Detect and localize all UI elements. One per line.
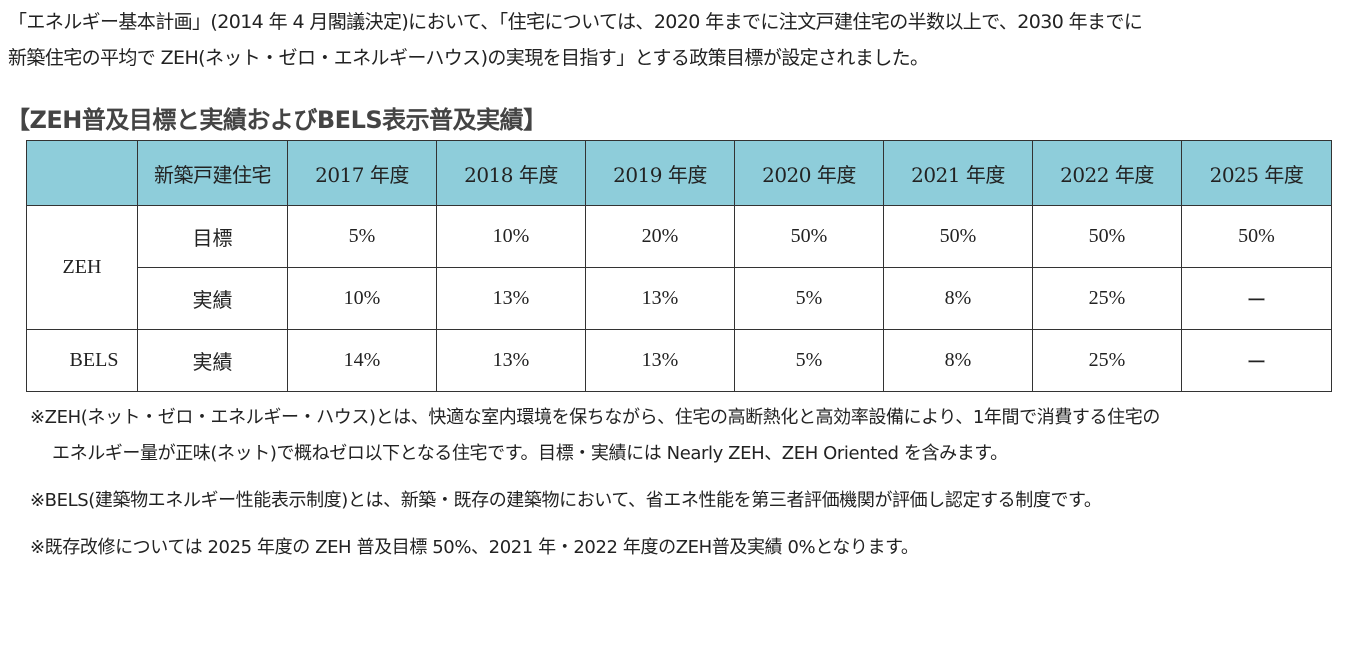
row-label: 実績 xyxy=(137,329,288,392)
notes: ※ZEH(ネット・ゼロ・エネルギー・ハウス)とは、快適な室内環境を保ちながら、住… xyxy=(30,400,1360,577)
intro-line-1: 「エネルギー基本計画」(2014 年 4 月閣議決定)において、「住宅については… xyxy=(8,11,1143,33)
header-year: 2022 年度 xyxy=(1032,140,1182,206)
table-row: BELS 実績 14% 13% 13% 5% 8% 25% ー xyxy=(26,329,1332,392)
header-year: 2017 年度 xyxy=(287,140,437,206)
table-cell: 10% xyxy=(287,267,437,330)
table-cell: 13% xyxy=(436,267,586,330)
note-bels-definition: ※BELS(建築物エネルギー性能表示制度)とは、新築・既存の建築物において、省エ… xyxy=(30,490,1102,511)
table-cell: 50% xyxy=(734,205,884,268)
header-year: 2025 年度 xyxy=(1181,140,1332,206)
intro-line-2: 新築住宅の平均で ZEH(ネット・ゼロ・エネルギーハウス)の実現を目指す」とする… xyxy=(8,47,929,69)
table-cell: 13% xyxy=(585,267,735,330)
note-zeh-definition: ※ZEH(ネット・ゼロ・エネルギー・ハウス)とは、快適な室内環境を保ちながら、住… xyxy=(30,400,1360,472)
table-cell: 13% xyxy=(585,329,735,392)
note-zeh-line-1: ※ZEH(ネット・ゼロ・エネルギー・ハウス)とは、快適な室内環境を保ちながら、住… xyxy=(30,407,1160,428)
table-cell: 20% xyxy=(585,205,735,268)
table-cell: 5% xyxy=(287,205,437,268)
table-cell: 14% xyxy=(287,329,437,392)
table-cell: 50% xyxy=(1181,205,1332,268)
table-cell: 50% xyxy=(883,205,1033,268)
row-label: 実績 xyxy=(137,267,288,330)
table-cell: 8% xyxy=(883,267,1033,330)
section-heading: 【ZEH普及目標と実績およびBELS表示普及実績】 xyxy=(6,106,547,134)
header-year: 2019 年度 xyxy=(585,140,735,206)
row-label: 目標 xyxy=(137,205,288,268)
header-empty-cell xyxy=(26,140,138,206)
group-label-bels: BELS xyxy=(26,329,138,392)
table-cell: 8% xyxy=(883,329,1033,392)
table-row: ZEH 目標 5% 10% 20% 50% 50% 50% 50% xyxy=(26,205,1332,330)
header-year: 2020 年度 xyxy=(734,140,884,206)
group-label-zeh: ZEH xyxy=(26,205,138,330)
table-cell: 13% xyxy=(436,329,586,392)
note-zeh-line-2: エネルギー量が正味(ネット)で概ねゼロ以下となる住宅です。目標・実績には Nea… xyxy=(52,443,1008,464)
table-cell: 25% xyxy=(1032,329,1182,392)
table-header-row: 新築戸建住宅 2017 年度 2018 年度 2019 年度 2020 年度 2… xyxy=(26,140,1332,206)
table-row: 実績 10% 13% 13% 5% 8% 25% ー xyxy=(27,267,1332,330)
zeh-bels-table: 新築戸建住宅 2017 年度 2018 年度 2019 年度 2020 年度 2… xyxy=(26,140,1332,392)
intro-text: 「エネルギー基本計画」(2014 年 4 月閣議決定)において、「住宅については… xyxy=(8,4,1363,76)
table-cell: 25% xyxy=(1032,267,1182,330)
header-year: 2021 年度 xyxy=(883,140,1033,206)
table-cell: 5% xyxy=(734,267,884,330)
table-cell: ー xyxy=(1181,329,1332,392)
header-year: 2018 年度 xyxy=(436,140,586,206)
table-cell: ー xyxy=(1181,267,1332,330)
table-cell: 5% xyxy=(734,329,884,392)
note-renovation: ※既存改修については 2025 年度の ZEH 普及目標 50%、2021 年・… xyxy=(30,537,919,558)
header-category: 新築戸建住宅 xyxy=(137,140,288,206)
table-cell: 50% xyxy=(1032,205,1182,268)
table-cell: 10% xyxy=(436,205,586,268)
